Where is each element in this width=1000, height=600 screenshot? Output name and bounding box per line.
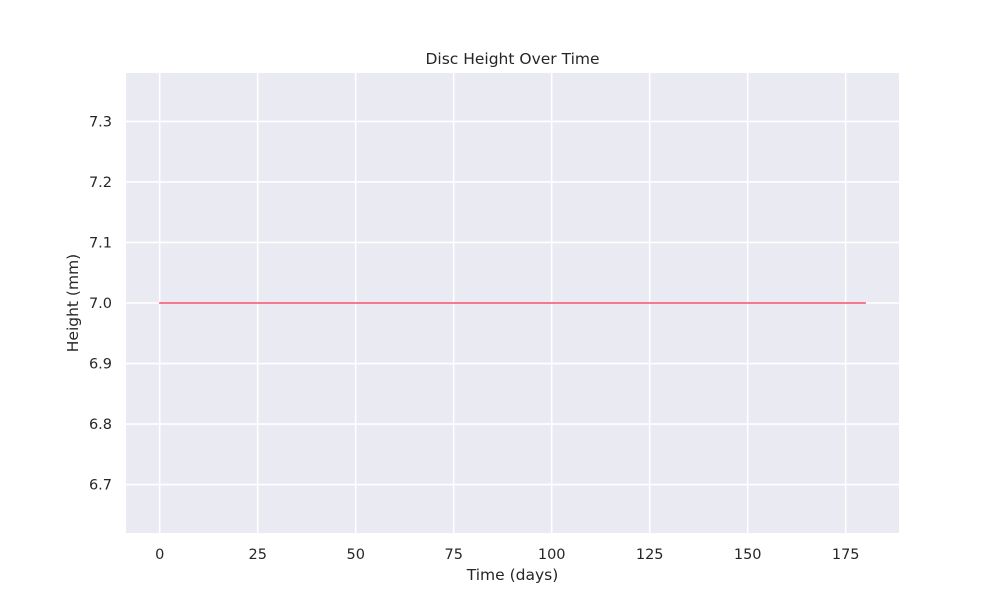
y-axis-ticks: 6.7 6.8 6.9 7.0 7.1 7.2 7.3 — [89, 114, 112, 493]
y-tick-label: 6.9 — [89, 357, 112, 373]
y-tick-label: 7.2 — [89, 175, 112, 191]
y-tick-label: 7.3 — [89, 114, 112, 130]
grid — [126, 73, 899, 533]
x-tick-label: 75 — [444, 547, 462, 563]
x-tick-label: 150 — [734, 547, 762, 563]
x-tick-label: 25 — [248, 547, 266, 563]
x-tick-label: 125 — [636, 547, 664, 563]
y-tick-label: 7.1 — [89, 235, 112, 251]
y-tick-label: 6.8 — [89, 417, 112, 433]
x-tick-label: 0 — [155, 547, 164, 563]
x-axis-ticks: 0 25 50 75 100 125 150 175 — [155, 547, 859, 563]
x-tick-label: 50 — [346, 547, 364, 563]
y-tick-label: 6.7 — [89, 478, 112, 494]
x-tick-label: 175 — [832, 547, 860, 563]
x-tick-label: 100 — [538, 547, 566, 563]
chart-title: Disc Height Over Time — [425, 50, 599, 68]
x-axis-label: Time (days) — [466, 566, 559, 584]
y-axis-label: Height (mm) — [64, 254, 82, 352]
y-tick-label: 7.0 — [89, 296, 112, 312]
